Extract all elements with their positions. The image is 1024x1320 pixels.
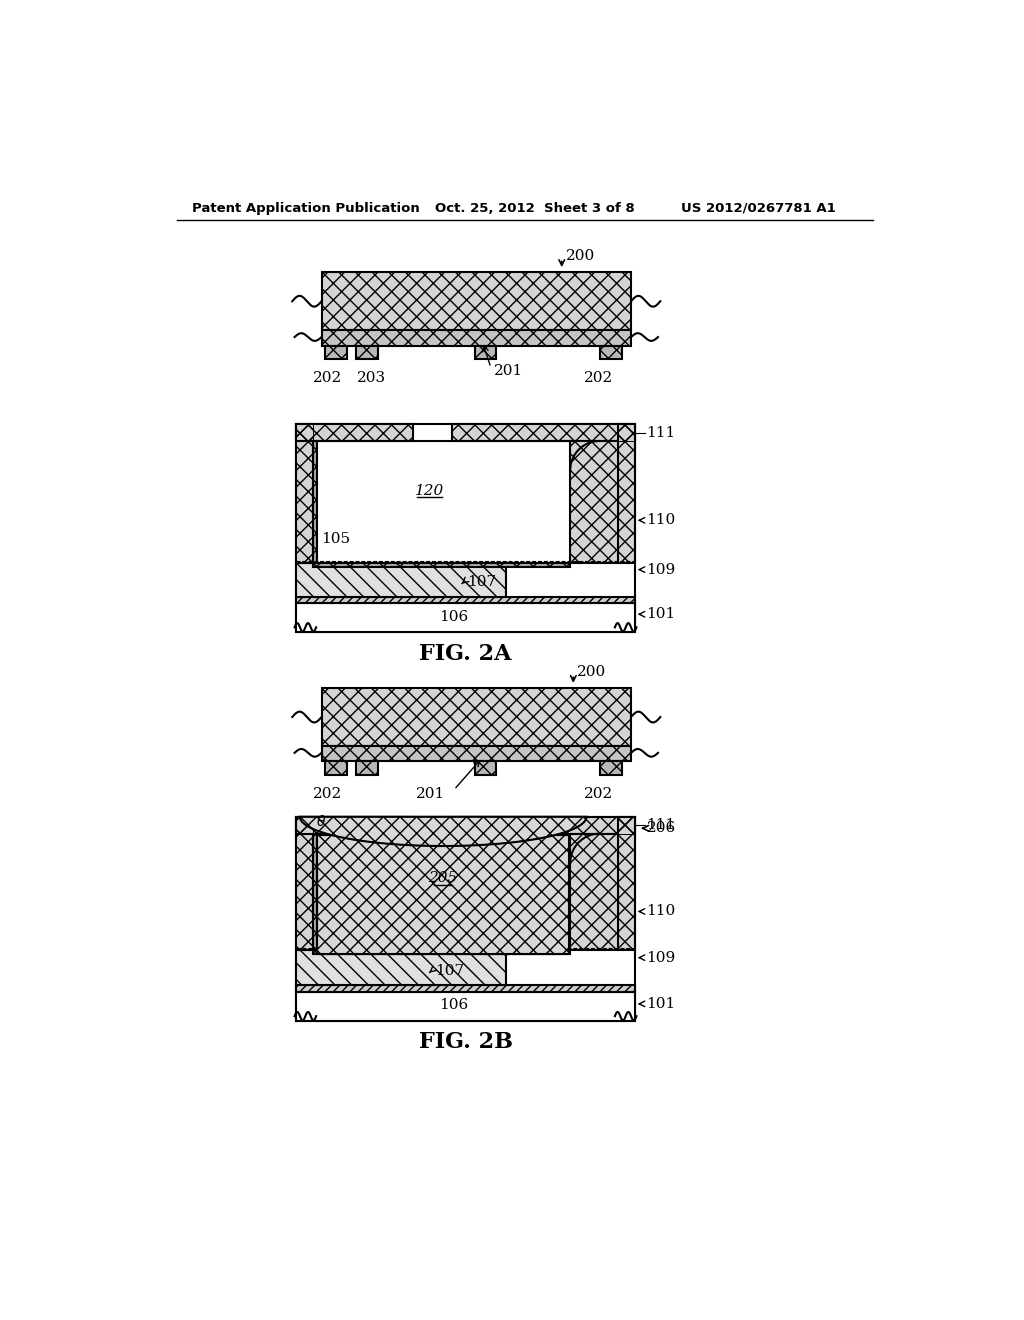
Bar: [475, 762, 497, 775]
Bar: [570, 441, 617, 562]
Text: 109: 109: [646, 562, 676, 577]
Bar: [600, 346, 622, 359]
Bar: [356, 346, 378, 359]
Bar: [313, 834, 316, 950]
Bar: [313, 562, 570, 566]
Text: 202: 202: [584, 787, 613, 801]
Text: 206: 206: [646, 821, 676, 836]
Bar: [296, 424, 313, 562]
Bar: [326, 762, 347, 775]
Text: Oct. 25, 2012  Sheet 3 of 8: Oct. 25, 2012 Sheet 3 of 8: [435, 202, 635, 215]
Bar: [570, 441, 617, 562]
Bar: [452, 817, 635, 834]
Bar: [617, 424, 635, 562]
Text: 101: 101: [646, 607, 676, 622]
Text: 107: 107: [435, 964, 464, 978]
Text: 110: 110: [646, 904, 676, 919]
Text: US 2012/0267781 A1: US 2012/0267781 A1: [681, 202, 836, 215]
Text: 200: 200: [565, 249, 595, 263]
Bar: [296, 991, 635, 1020]
Bar: [322, 746, 631, 762]
Bar: [316, 836, 569, 954]
Bar: [600, 762, 622, 775]
Text: 105: 105: [322, 532, 350, 545]
Bar: [296, 817, 413, 834]
Bar: [313, 441, 316, 562]
Bar: [617, 817, 635, 950]
Text: 109: 109: [646, 950, 676, 965]
Bar: [322, 688, 631, 746]
Bar: [296, 424, 413, 441]
Bar: [296, 603, 635, 632]
Bar: [296, 562, 506, 598]
Bar: [296, 817, 313, 950]
Text: 106: 106: [439, 998, 469, 1012]
Bar: [322, 330, 631, 346]
Bar: [452, 424, 635, 441]
Bar: [475, 346, 497, 359]
Bar: [296, 817, 635, 1020]
Bar: [600, 762, 622, 775]
Bar: [326, 346, 347, 359]
Bar: [296, 950, 506, 985]
Text: 111: 111: [646, 425, 676, 440]
Bar: [452, 424, 635, 441]
Bar: [322, 272, 631, 330]
Text: 205: 205: [429, 871, 458, 886]
Bar: [313, 441, 316, 562]
Text: 201: 201: [494, 364, 523, 378]
Text: 101: 101: [646, 997, 676, 1011]
Text: 120: 120: [415, 484, 444, 498]
Text: 203: 203: [357, 371, 386, 385]
Text: FIG. 2B: FIG. 2B: [419, 1031, 512, 1053]
Bar: [296, 424, 313, 562]
Bar: [296, 985, 635, 991]
Bar: [313, 950, 570, 954]
Bar: [475, 762, 497, 775]
Bar: [296, 985, 635, 991]
Text: 106: 106: [439, 610, 469, 624]
Bar: [296, 424, 635, 632]
Bar: [356, 762, 378, 775]
Text: 110: 110: [646, 513, 676, 527]
Bar: [617, 424, 635, 562]
Bar: [313, 834, 316, 950]
Bar: [326, 762, 347, 775]
Bar: [313, 950, 570, 954]
Bar: [296, 424, 413, 441]
Bar: [322, 746, 631, 762]
Text: 202: 202: [313, 787, 342, 801]
Bar: [322, 272, 631, 330]
Bar: [296, 562, 506, 598]
Bar: [570, 834, 617, 950]
Bar: [296, 950, 506, 985]
Bar: [322, 330, 631, 346]
Text: 200: 200: [578, 665, 606, 678]
Bar: [617, 817, 635, 950]
Bar: [322, 688, 631, 746]
Text: 107: 107: [467, 576, 497, 589]
Text: Patent Application Publication: Patent Application Publication: [193, 202, 420, 215]
Text: 202: 202: [313, 371, 342, 385]
Bar: [452, 817, 635, 834]
Text: 111: 111: [646, 818, 676, 832]
Bar: [296, 597, 635, 603]
Bar: [316, 836, 569, 954]
Bar: [296, 597, 635, 603]
Bar: [296, 817, 413, 834]
Polygon shape: [300, 817, 587, 846]
Bar: [600, 346, 622, 359]
Text: 105: 105: [315, 920, 344, 933]
Bar: [570, 834, 617, 950]
Bar: [313, 562, 570, 566]
Text: FIG. 2A: FIG. 2A: [419, 643, 512, 664]
Bar: [356, 346, 378, 359]
Text: $\theta$: $\theta$: [316, 814, 327, 829]
Text: 202: 202: [584, 371, 613, 385]
Bar: [356, 762, 378, 775]
Bar: [475, 346, 497, 359]
Bar: [326, 346, 347, 359]
Text: 201: 201: [416, 787, 445, 801]
Bar: [296, 817, 313, 950]
